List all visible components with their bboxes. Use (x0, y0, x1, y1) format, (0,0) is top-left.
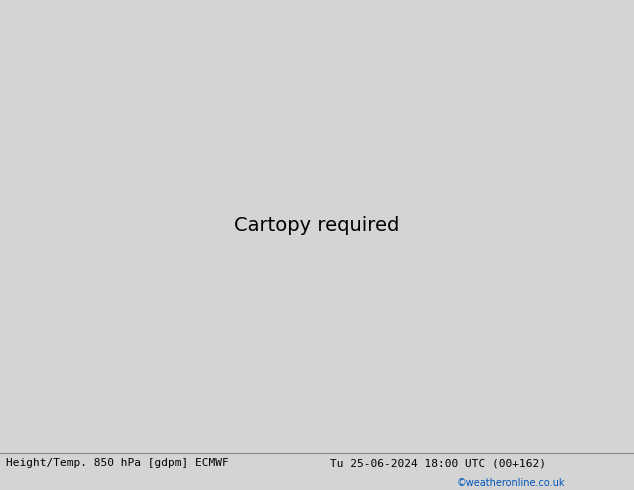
Text: Cartopy required: Cartopy required (235, 216, 399, 235)
Text: ©weatheronline.co.uk: ©weatheronline.co.uk (456, 478, 565, 488)
Text: Tu 25-06-2024 18:00 UTC (00+162): Tu 25-06-2024 18:00 UTC (00+162) (330, 458, 546, 468)
Text: Height/Temp. 850 hPa [gdpm] ECMWF: Height/Temp. 850 hPa [gdpm] ECMWF (6, 458, 229, 468)
